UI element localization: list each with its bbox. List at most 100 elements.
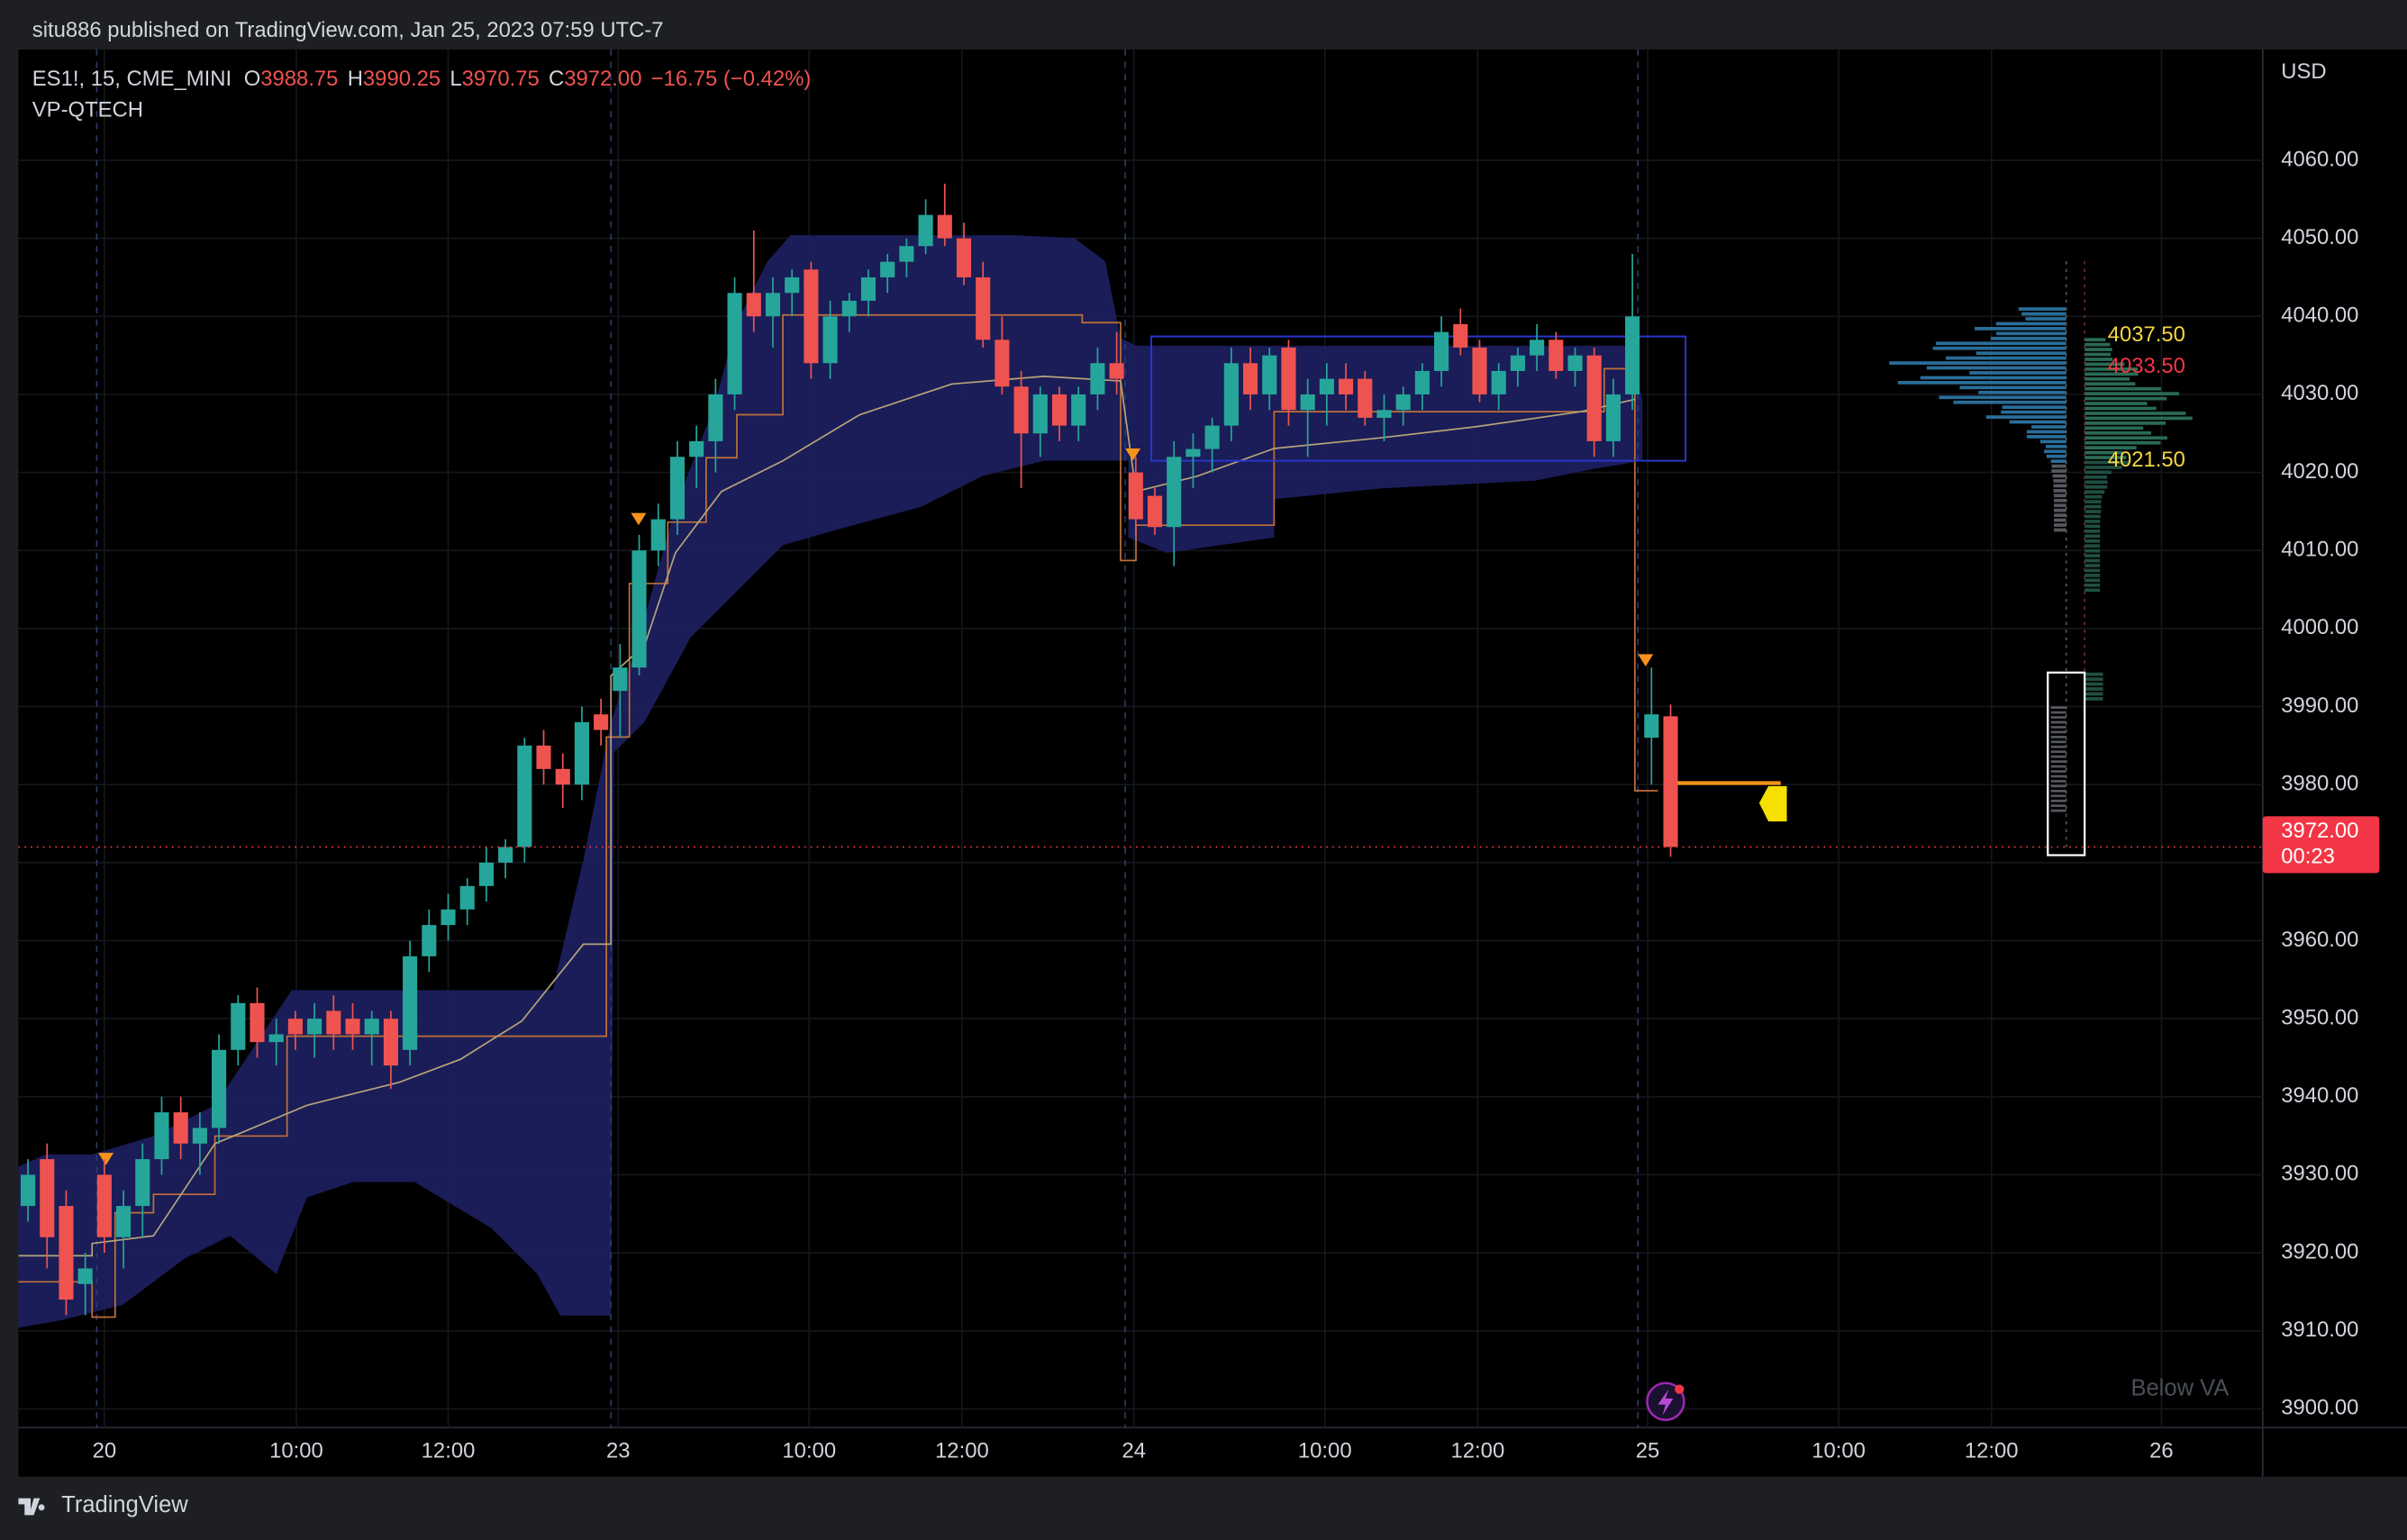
x-tick-label: 26 (2149, 1439, 2174, 1463)
indicator-line (18, 376, 1636, 1257)
candle-body (841, 300, 857, 317)
volume-profile-bar (2085, 568, 2101, 573)
volume-profile-bar (2053, 484, 2066, 488)
candle-body (1090, 363, 1105, 394)
candle-body (212, 1049, 227, 1128)
x-tick-label: 10:00 (782, 1439, 836, 1463)
candle-body (173, 1112, 188, 1144)
ohlc-key: L (450, 67, 461, 91)
volume-profile-bar (2050, 720, 2066, 724)
volume-profile-bar (2085, 544, 2101, 548)
price-change: −16.75 (−0.42%) (651, 67, 812, 91)
candle-body (746, 293, 761, 317)
candle-body (631, 550, 647, 668)
volume-profile-bar (2085, 386, 2162, 391)
volume-profile-bar (2025, 317, 2066, 321)
candle-body (1644, 714, 1659, 738)
volume-profile-bar (2054, 508, 2066, 512)
volume-profile-bar (2085, 558, 2101, 563)
volume-profile-bar (2085, 697, 2103, 701)
candle-body (613, 667, 628, 692)
y-tick-label: 4000.00 (2281, 615, 2358, 639)
volume-profile-bar (2085, 529, 2101, 533)
candle-body (459, 885, 475, 910)
bar-countdown: 00:23 (2281, 845, 2335, 869)
volume-profile-bar (2085, 520, 2101, 523)
candle-body (976, 276, 991, 340)
volume-profile-bar (2085, 440, 2161, 445)
volume-profile-bar (2085, 490, 2105, 494)
volume-profile-bar (2050, 716, 2066, 719)
candle-body (1376, 410, 1392, 418)
volume-profile-bar (2050, 459, 2066, 464)
volume-profile-bar (2085, 682, 2103, 686)
currency-label: USD (2281, 59, 2326, 84)
symbol-legend: ES1!, 15, CME_MINI O3988.75 H3990.25 L3970.… (32, 67, 812, 91)
volume-profile-bar (2050, 765, 2066, 768)
candle-body (1071, 394, 1086, 426)
volume-profile-bar (2085, 554, 2101, 557)
candle-body (1300, 394, 1315, 411)
volume-profile-bar (2050, 804, 2066, 808)
candle-body (441, 909, 456, 926)
volume-profile-bar (2044, 449, 2066, 454)
volume-profile-bar (1932, 346, 2066, 350)
candle-body (785, 276, 800, 294)
volume-profile-bar (2046, 444, 2066, 448)
y-tick-label: 3900.00 (2281, 1396, 2358, 1420)
profile-note: Below VA (2130, 1375, 2229, 1400)
candle-body (326, 1010, 341, 1035)
volume-profile-bar (2085, 500, 2102, 504)
volume-profile-bar (2085, 460, 2130, 465)
candle-body (860, 276, 877, 301)
candle-body (307, 1019, 322, 1035)
candle-body (1491, 370, 1506, 394)
volume-profile-bar (2085, 367, 2139, 371)
profile-level-label: 4021.50 (2108, 448, 2185, 472)
volume-profile-bar (2050, 735, 2066, 738)
candle-body (517, 745, 532, 847)
volume-profile-bar (2050, 755, 2066, 758)
x-tick-label: 10:00 (269, 1439, 323, 1463)
volume-profile-bar (2009, 420, 2066, 424)
volume-profile-bar (2085, 352, 2112, 357)
candle-body (383, 1019, 398, 1066)
x-tick-label: 12:00 (935, 1439, 989, 1463)
volume-profile-bar (2050, 745, 2066, 748)
candle-body (1223, 363, 1239, 426)
candle-body (669, 457, 686, 520)
volume-profile-bar (2053, 479, 2066, 483)
candle-body (1549, 340, 1564, 371)
ohlc-value: 3988.75 (260, 67, 338, 91)
indicator-line (18, 313, 1658, 1318)
volume-profile-bar (2085, 510, 2102, 513)
volume-profile-bar (1926, 366, 2066, 370)
candle-body (403, 956, 418, 1050)
volume-profile-bar (2053, 494, 2066, 498)
volume-profile-bar (2085, 392, 2179, 396)
volume-profile-bar (2085, 338, 2106, 342)
candle-body (1395, 394, 1411, 411)
volume-profile-bar (2050, 740, 2066, 744)
candle-body (364, 1019, 379, 1035)
y-tick-label: 3960.00 (2281, 928, 2358, 952)
y-tick-label: 4040.00 (2281, 303, 2358, 328)
x-tick-label: 12:00 (422, 1439, 476, 1463)
volume-profile-bar (2051, 469, 2066, 473)
volume-profile-bar (2085, 450, 2123, 455)
ohlc-key: C (549, 67, 564, 91)
volume-profile-bar (2085, 430, 2152, 435)
volume-profile-bar (2085, 687, 2103, 691)
volume-profile-bar (2085, 426, 2144, 430)
volume-profile-bar (2085, 588, 2101, 593)
candle-body (498, 847, 513, 863)
candle-body (1414, 370, 1430, 394)
candle-body (1204, 425, 1220, 449)
volume-profile-bar (1975, 327, 2066, 331)
candle-body (937, 214, 952, 239)
candle-body (1185, 448, 1201, 457)
volume-profile-bar (2054, 513, 2066, 517)
volume-profile-bar (2050, 760, 2066, 763)
volume-profile-bar (2085, 578, 2101, 583)
